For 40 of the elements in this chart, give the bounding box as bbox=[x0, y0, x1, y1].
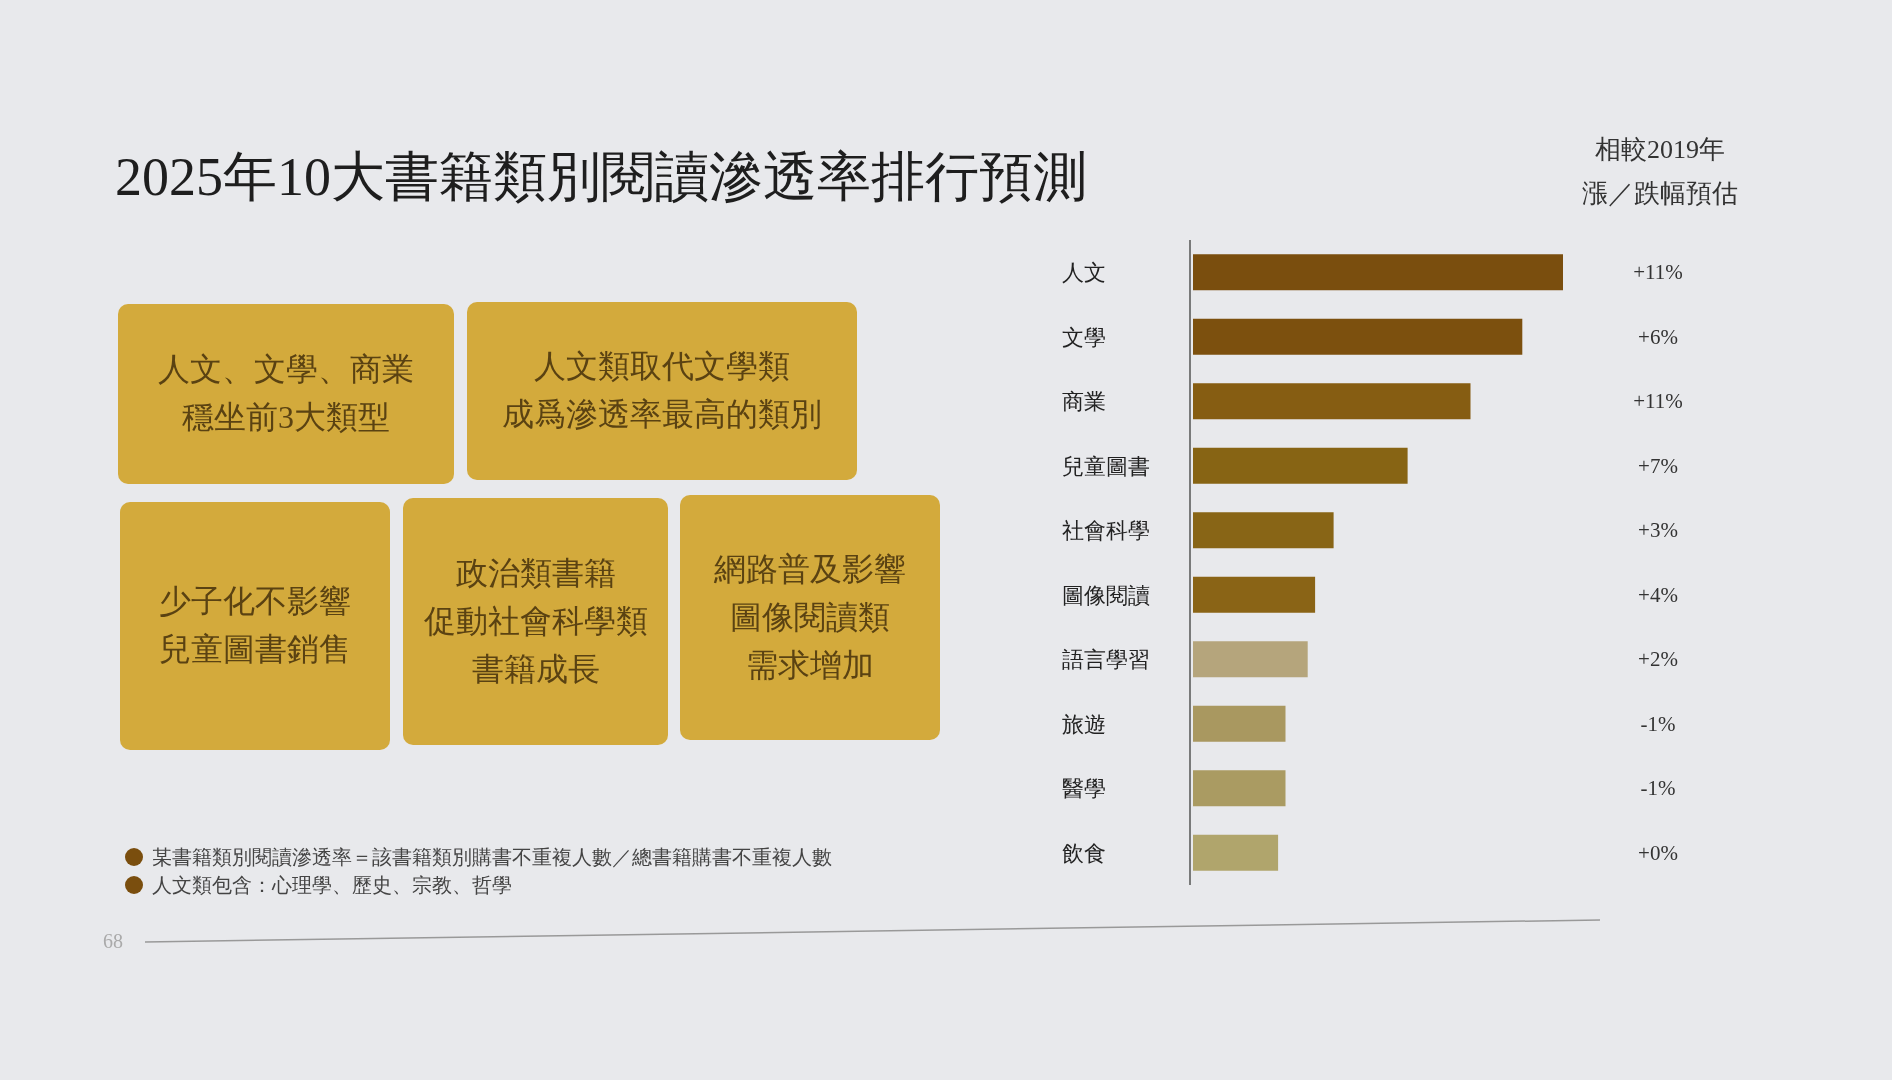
text: 人文類包含：心理學、歷史、宗教、哲學 bbox=[152, 874, 512, 896]
text: -1% bbox=[1640, 711, 1676, 736]
bar bbox=[1193, 576, 1316, 613]
text: +3% bbox=[1638, 518, 1678, 543]
y-tick-label: 醫學 bbox=[1062, 776, 1106, 802]
text: +7% bbox=[1638, 453, 1678, 478]
text: +0% bbox=[1638, 840, 1678, 865]
text: +2% bbox=[1638, 647, 1678, 672]
text: 網路普及影響圖像閱讀類需求增加 bbox=[713, 550, 906, 683]
text: 68 bbox=[103, 930, 123, 952]
text: 某書籍類別閱讀滲透率＝該書籍類別購書不重複人數／總書籍購書不重複人數 bbox=[152, 846, 832, 868]
y-tick-label: 飲食 bbox=[1062, 840, 1106, 866]
y-tick-label: 圖像閱讀 bbox=[1062, 582, 1150, 608]
text: 人文、文學、商業穩坐前3大類型 bbox=[158, 351, 414, 435]
text: +11% bbox=[1633, 389, 1683, 414]
bar bbox=[1193, 383, 1471, 420]
bar bbox=[1193, 318, 1523, 355]
y-tick-label: 語言學習 bbox=[1062, 647, 1150, 673]
y-tick-label: 社會科學 bbox=[1062, 518, 1150, 544]
bar bbox=[1193, 770, 1286, 807]
text: +4% bbox=[1638, 582, 1678, 607]
text: +11% bbox=[1633, 260, 1683, 285]
text: +6% bbox=[1638, 324, 1678, 349]
bar bbox=[1193, 705, 1286, 742]
text: 少子化不影響兒童圖書銷售 bbox=[159, 583, 351, 667]
y-tick-label: 旅遊 bbox=[1062, 711, 1106, 737]
y-tick-label: 文學 bbox=[1062, 324, 1106, 350]
y-tick-label: 商業 bbox=[1062, 389, 1106, 415]
bar bbox=[1193, 447, 1408, 484]
bar bbox=[1193, 834, 1279, 871]
text: 2025年10大書籍類別閱讀滲透率排行預測 bbox=[115, 147, 1087, 207]
bar bbox=[1193, 512, 1334, 549]
text: -1% bbox=[1640, 776, 1676, 801]
y-tick-label: 人文 bbox=[1062, 260, 1106, 286]
text: 政治類書籍促動社會科學類書籍成長 bbox=[423, 554, 648, 687]
bar bbox=[1193, 641, 1308, 678]
bar bbox=[1193, 254, 1563, 291]
text: 人文類取代文學類成爲滲透率最高的類別 bbox=[502, 348, 822, 432]
y-tick-label: 兒童圖書 bbox=[1062, 453, 1150, 479]
text: 相較2019年漲／跌幅預估 bbox=[1582, 135, 1738, 208]
